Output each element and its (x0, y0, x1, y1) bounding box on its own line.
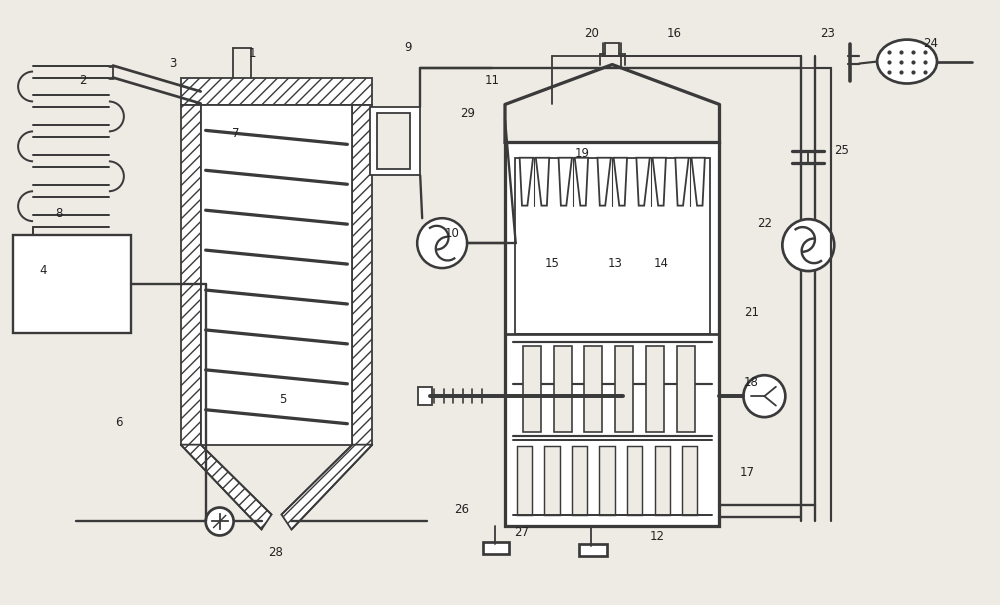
Text: 18: 18 (744, 376, 759, 389)
Text: 11: 11 (485, 74, 500, 87)
Bar (181, 105, 201, 445)
Text: 29: 29 (461, 107, 476, 120)
Bar (418, 387, 432, 405)
Bar (682, 446, 697, 514)
Text: 6: 6 (115, 416, 123, 429)
Bar (523, 347, 541, 432)
Bar (352, 105, 372, 445)
Bar (677, 347, 695, 432)
Text: 27: 27 (514, 526, 529, 539)
Text: 28: 28 (268, 546, 283, 559)
Polygon shape (691, 158, 705, 206)
Text: 26: 26 (455, 503, 470, 516)
Bar (13, 235, 131, 333)
Bar (377, 113, 410, 169)
Bar (599, 446, 615, 514)
Polygon shape (614, 158, 627, 206)
Text: 9: 9 (404, 41, 412, 54)
Polygon shape (675, 158, 689, 206)
Bar (655, 446, 670, 514)
Circle shape (206, 508, 234, 535)
Polygon shape (282, 445, 372, 529)
Ellipse shape (877, 39, 937, 83)
Text: 4: 4 (39, 264, 47, 276)
Text: 1: 1 (249, 47, 256, 60)
Text: 17: 17 (740, 466, 755, 479)
Bar (579, 544, 607, 557)
Text: 24: 24 (924, 37, 939, 50)
Text: 21: 21 (744, 307, 759, 319)
Polygon shape (575, 158, 588, 206)
Bar (505, 142, 719, 526)
Text: 5: 5 (279, 393, 286, 407)
Polygon shape (636, 158, 650, 206)
Bar (615, 347, 633, 432)
Circle shape (417, 218, 467, 268)
Text: 22: 22 (757, 217, 772, 230)
Text: 10: 10 (445, 227, 460, 240)
Text: 16: 16 (667, 27, 682, 40)
Text: 23: 23 (820, 27, 835, 40)
Text: 12: 12 (650, 530, 665, 543)
Text: 25: 25 (834, 144, 849, 157)
Circle shape (743, 375, 785, 417)
Bar (584, 347, 602, 432)
Polygon shape (536, 158, 549, 206)
Text: 3: 3 (169, 57, 176, 70)
Text: 15: 15 (544, 257, 559, 270)
Polygon shape (520, 158, 533, 206)
Polygon shape (559, 158, 572, 206)
Bar (627, 446, 642, 514)
Polygon shape (653, 158, 666, 206)
Text: 2: 2 (79, 74, 87, 87)
Bar (201, 105, 352, 445)
Text: 20: 20 (584, 27, 599, 40)
Bar (646, 347, 664, 432)
Text: 8: 8 (55, 207, 63, 220)
Polygon shape (181, 445, 272, 529)
Bar (544, 446, 560, 514)
Bar (554, 347, 572, 432)
Bar (370, 108, 420, 175)
Bar (483, 543, 509, 554)
Text: 7: 7 (232, 127, 239, 140)
Bar (572, 446, 587, 514)
Bar (515, 158, 710, 335)
Circle shape (782, 219, 834, 271)
Bar (181, 77, 372, 105)
Text: 14: 14 (654, 257, 669, 270)
Bar (517, 446, 532, 514)
Text: 13: 13 (607, 257, 622, 270)
Polygon shape (597, 158, 611, 206)
Text: 19: 19 (574, 147, 589, 160)
